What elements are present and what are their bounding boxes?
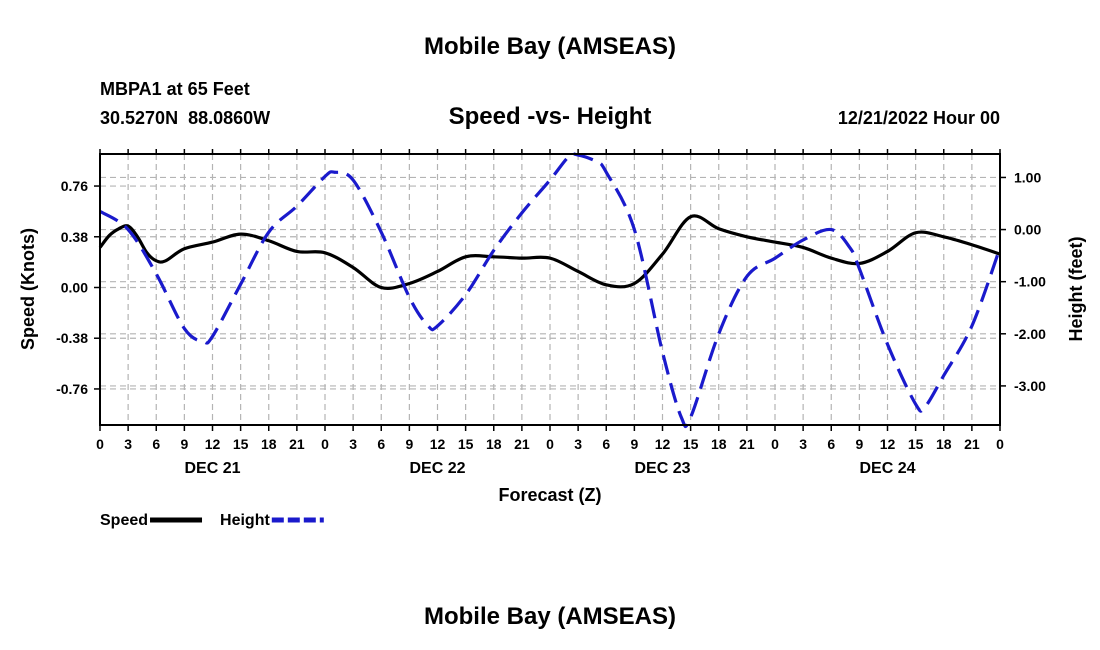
x-tick-label: 6: [827, 436, 835, 452]
x-tick-label: 12: [205, 436, 221, 452]
x-tick-label: 12: [430, 436, 446, 452]
x-tick-label: 21: [514, 436, 530, 452]
grid-lines: [100, 154, 1000, 425]
x-tick-label: 6: [377, 436, 385, 452]
x-tick-label: 18: [936, 436, 952, 452]
x-tick-label: 18: [486, 436, 502, 452]
x-tick-label: 9: [180, 436, 188, 452]
x-tick-label: 21: [289, 436, 305, 452]
x-tick-label: 15: [683, 436, 699, 452]
x-tick-label: 18: [261, 436, 277, 452]
day-label: DEC 21: [184, 460, 240, 477]
day-label: DEC 22: [409, 460, 465, 477]
y-tick-label: -0.76: [56, 381, 88, 397]
day-label: DEC 23: [634, 460, 690, 477]
x-tick-label: 6: [602, 436, 610, 452]
day-label: DEC 24: [859, 460, 915, 477]
x-tick-label: 0: [996, 436, 1004, 452]
station-label: MBPA1 at 65 Feet: [100, 79, 250, 99]
y2-tick-label: 1.00: [1014, 169, 1041, 185]
chart-subtitle: Speed -vs- Height: [449, 103, 652, 130]
x-tick-label: 9: [630, 436, 638, 452]
x-tick-label: 0: [771, 436, 779, 452]
x-tick-label: 6: [152, 436, 160, 452]
y2-axis-label: Height (feet): [1066, 237, 1086, 342]
x-tick-label: 0: [321, 436, 329, 452]
y2-tick-label: 0.00: [1014, 222, 1041, 238]
y-tick-label: 0.38: [61, 229, 88, 245]
x-tick-label: 21: [964, 436, 980, 452]
x-tick-label: 3: [349, 436, 357, 452]
y-tick-label: 0.00: [61, 279, 88, 295]
legend: Speed Height: [100, 512, 324, 529]
x-tick-label: 15: [908, 436, 924, 452]
x-tick-label: 3: [124, 436, 132, 452]
y-tick-label: 0.76: [61, 178, 88, 194]
y2-tick-label: -2.00: [1014, 326, 1046, 342]
page-title: Mobile Bay (AMSEAS): [424, 33, 676, 60]
legend-label-speed: Speed: [100, 512, 148, 529]
x-tick-label: 18: [711, 436, 727, 452]
x-tick-label: 15: [233, 436, 249, 452]
x-tick-label: 9: [855, 436, 863, 452]
series-line-speed: [98, 214, 1001, 290]
y-axis-label: Speed (Knots): [18, 228, 38, 350]
footer-title: Mobile Bay (AMSEAS): [424, 603, 676, 630]
legend-label-height: Height: [220, 512, 270, 529]
x-tick-label: 3: [574, 436, 582, 452]
x-tick-label: 21: [739, 436, 755, 452]
x-tick-label: 12: [880, 436, 896, 452]
x-tick-label: 0: [96, 436, 104, 452]
y2-tick-label: -1.00: [1014, 274, 1046, 290]
x-tick-label: 0: [546, 436, 554, 452]
x-tick-label: 15: [458, 436, 474, 452]
x-tick-label: 12: [655, 436, 671, 452]
x-tick-label: 3: [799, 436, 807, 452]
forecast-timestamp: 12/21/2022 Hour 00: [838, 108, 1000, 128]
y-tick-label: -0.38: [56, 330, 88, 346]
y2-tick-label: -3.00: [1014, 378, 1046, 394]
x-tick-label: 9: [405, 436, 413, 452]
x-axis-label: Forecast (Z): [498, 485, 601, 505]
station-coords: 30.5270N 88.0860W: [100, 108, 270, 128]
axis-ticks: 0 3 6 9 12 15 18 21 0 3 6 9 12 15 18 21 0 3 6 9 12 15 18 21 0 3 6 9…: [56, 149, 1046, 477]
